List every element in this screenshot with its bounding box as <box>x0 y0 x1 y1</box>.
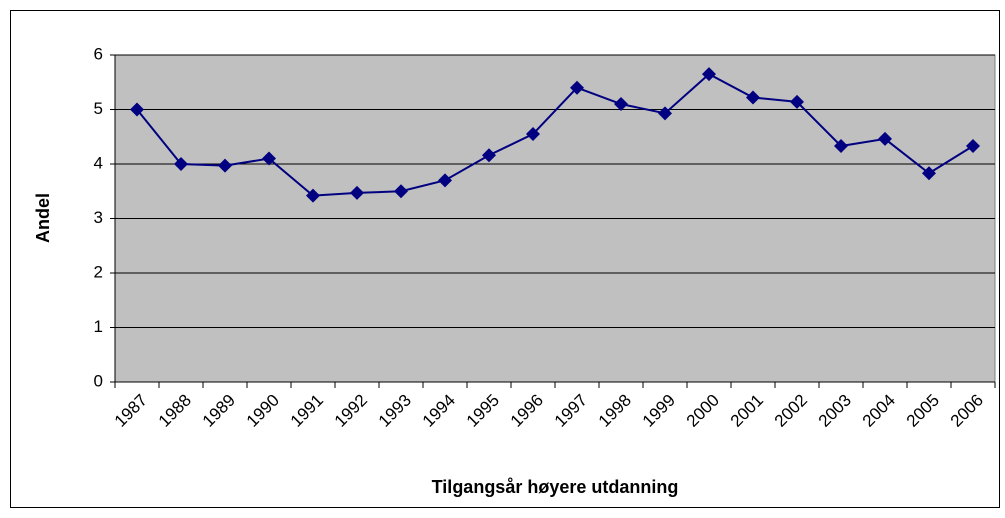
data-marker <box>966 139 980 154</box>
data-marker <box>218 158 232 173</box>
data-marker <box>526 127 540 142</box>
data-marker <box>746 90 760 105</box>
y-tick-label: 6 <box>94 44 103 63</box>
y-tick-label: 1 <box>94 317 103 336</box>
data-marker <box>922 166 936 181</box>
y-tick-label: 4 <box>94 153 103 172</box>
data-marker <box>174 157 188 171</box>
y-tick-label: 5 <box>94 99 103 118</box>
y-axis-title: Andel <box>33 193 53 243</box>
data-marker <box>306 188 320 203</box>
data-marker <box>394 184 408 199</box>
y-tick-label: 3 <box>94 208 103 227</box>
y-tick-label: 0 <box>94 371 103 390</box>
x-axis-title: Tilgangsår høyere utdanning <box>432 477 679 497</box>
data-marker <box>702 67 716 82</box>
data-marker <box>878 131 892 146</box>
series-line <box>136 72 974 197</box>
data-marker <box>570 80 584 95</box>
data-marker <box>658 106 672 121</box>
data-marker <box>834 139 848 154</box>
data-marker <box>438 173 452 188</box>
data-marker <box>130 102 144 117</box>
data-marker <box>262 151 276 166</box>
data-marker <box>790 94 804 109</box>
data-marker <box>350 185 364 200</box>
data-marker <box>482 148 496 163</box>
data-marker <box>614 97 628 112</box>
y-tick-label: 2 <box>94 262 103 281</box>
